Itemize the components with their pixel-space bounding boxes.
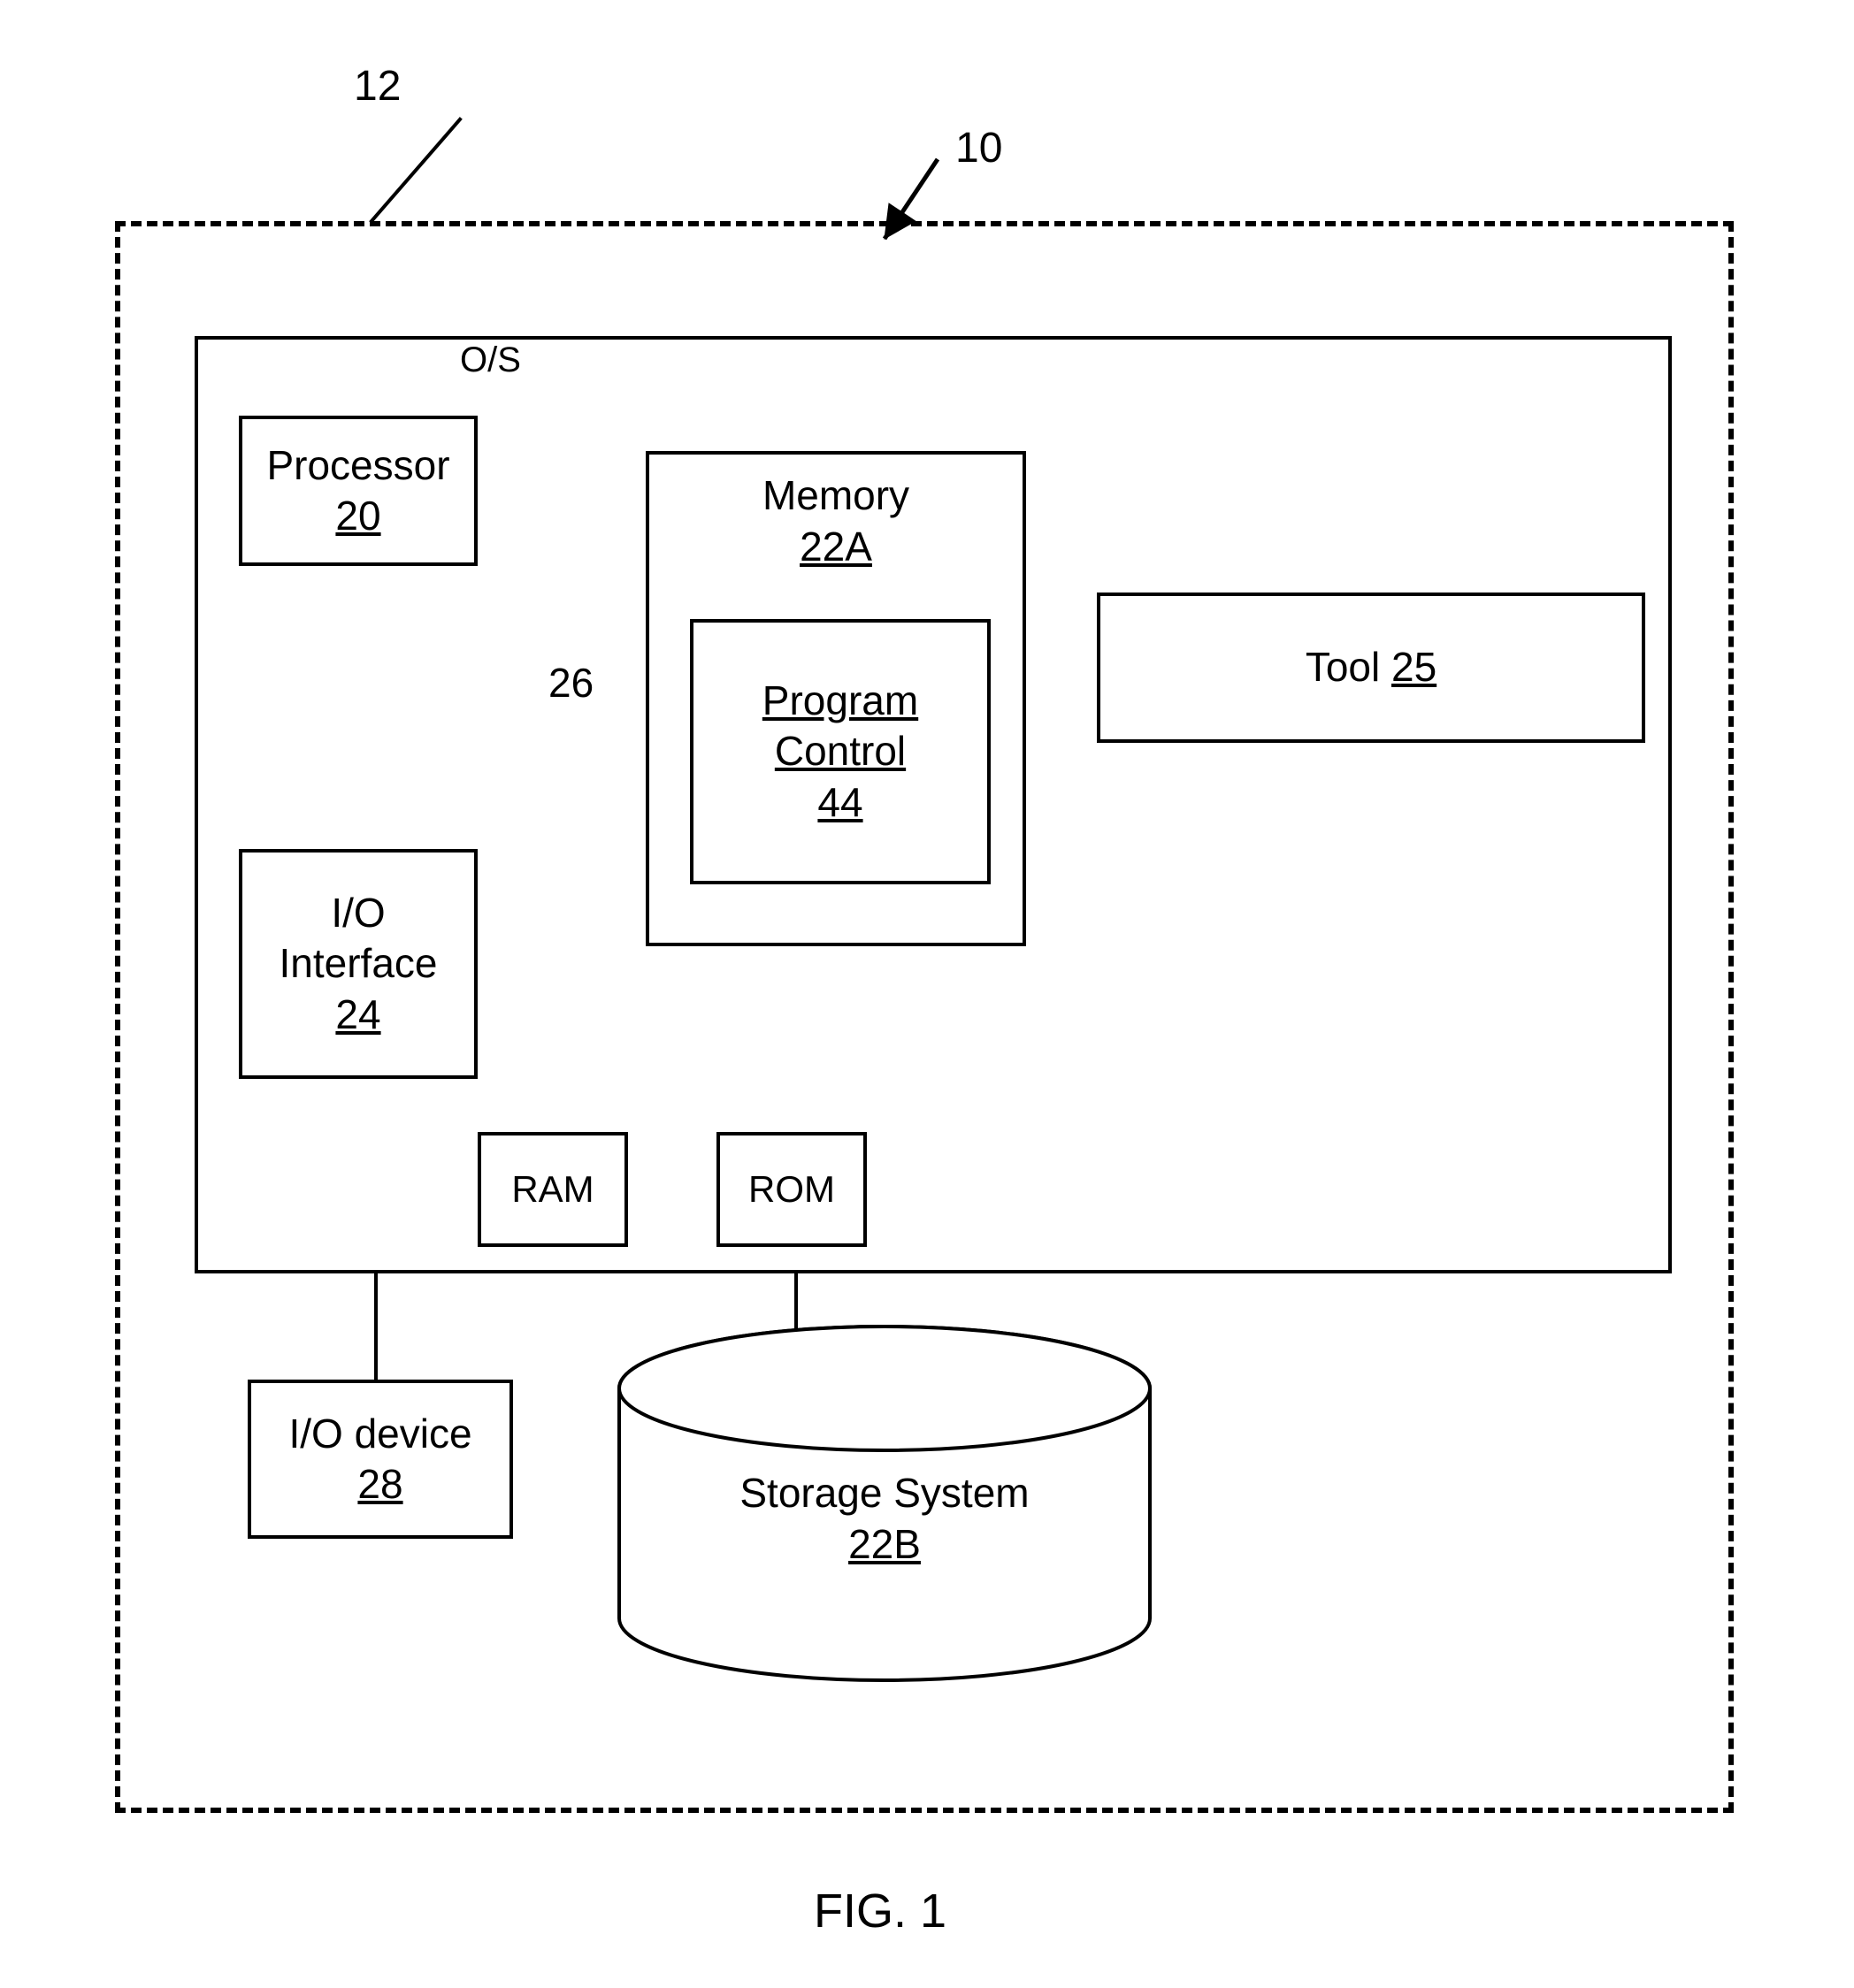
rom-block: ROM	[716, 1132, 867, 1247]
ref-10-label: 10	[955, 124, 1002, 172]
ref-26-label: 26	[548, 659, 594, 707]
io-interface-block: I/OInterface24	[239, 849, 478, 1079]
figure-caption: FIG. 1	[814, 1884, 946, 1938]
edge-outer-ref-tick	[372, 119, 460, 221]
os-label: O/S	[460, 340, 521, 380]
ref-12-label: 12	[354, 62, 401, 111]
io-device-block: I/O device28	[248, 1380, 513, 1539]
storage-system-block: Storage System22B	[619, 1468, 1150, 1570]
processor-block: Processor20	[239, 416, 478, 566]
figure-canvas: Processor20 I/OInterface24 Memory22A Pro…	[0, 0, 1854, 1988]
tool-block: Tool 25	[1097, 593, 1645, 743]
program-control-block: ProgramControl44	[690, 619, 991, 884]
ram-block: RAM	[478, 1132, 628, 1247]
